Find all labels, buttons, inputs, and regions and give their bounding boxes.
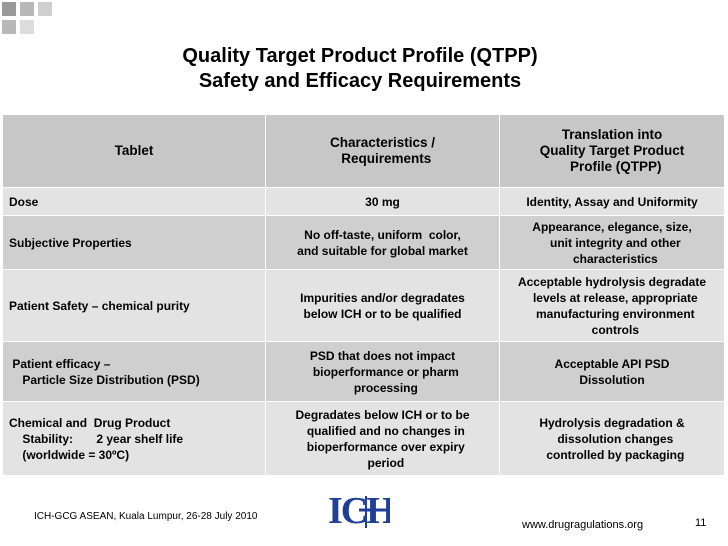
corner-squares-decoration [2,2,52,34]
table-header-row: Tablet Characteristics / Requirements Tr… [2,114,725,188]
row-efficacy-requirement: PSD that does not impact bioperformance … [265,341,500,402]
table-row: Subjective Properties No off-taste, unif… [2,215,725,270]
row-efficacy-qtpp: Acceptable API PSD Dissolution [499,341,725,402]
row-dose-qtpp: Identity, Assay and Uniformity [499,187,725,216]
row-subjective-qtpp: Appearance, elegance, size, unit integri… [499,215,725,270]
header-tablet: Tablet [2,114,266,188]
table-row: Chemical and Drug Product Stability: 2 y… [2,401,725,476]
row-subjective-requirement: No off-taste, uniform color, and suitabl… [265,215,500,270]
table-row: Patient Safety – chemical purity Impurit… [2,269,725,342]
row-stability-requirement: Degradates below ICH or to be qualified … [265,401,500,476]
header-translation-qtpp: Translation into Quality Target Product … [499,114,725,188]
qtpp-table: Tablet Characteristics / Requirements Tr… [2,114,725,476]
row-dose-label: Dose [2,187,266,216]
row-subjective-label: Subjective Properties [2,215,266,270]
ich-logo: ICH [328,490,390,530]
row-efficacy-label: Patient efficacy – Particle Size Distrib… [2,341,266,402]
row-dose-requirement: 30 mg [265,187,500,216]
page-number: 11 [695,517,707,529]
table-row: Patient efficacy – Particle Size Distrib… [2,341,725,402]
footer-website: www.drugragulations.org [522,519,644,531]
row-stability-label: Chemical and Drug Product Stability: 2 y… [2,401,266,476]
table-row: Dose 30 mg Identity, Assay and Uniformit… [2,187,725,216]
title-line-2: Safety and Efficacy Requirements [198,70,522,92]
slide-title: Quality Target Product Profile (QTPP) Sa… [120,44,600,94]
footer-event: ICH-GCG ASEAN, Kuala Lumpur, 26-28 July … [34,511,258,522]
row-safety-requirement: Impurities and/or degradates below ICH o… [265,269,500,342]
header-characteristics: Characteristics / Requirements [265,114,500,188]
row-stability-qtpp: Hydrolysis degradation & dissolution cha… [499,401,725,476]
title-line-1: Quality Target Product Profile (QTPP) [182,45,538,67]
row-safety-qtpp: Acceptable hydrolysis degradate levels a… [499,269,725,342]
row-safety-label: Patient Safety – chemical purity [2,269,266,342]
